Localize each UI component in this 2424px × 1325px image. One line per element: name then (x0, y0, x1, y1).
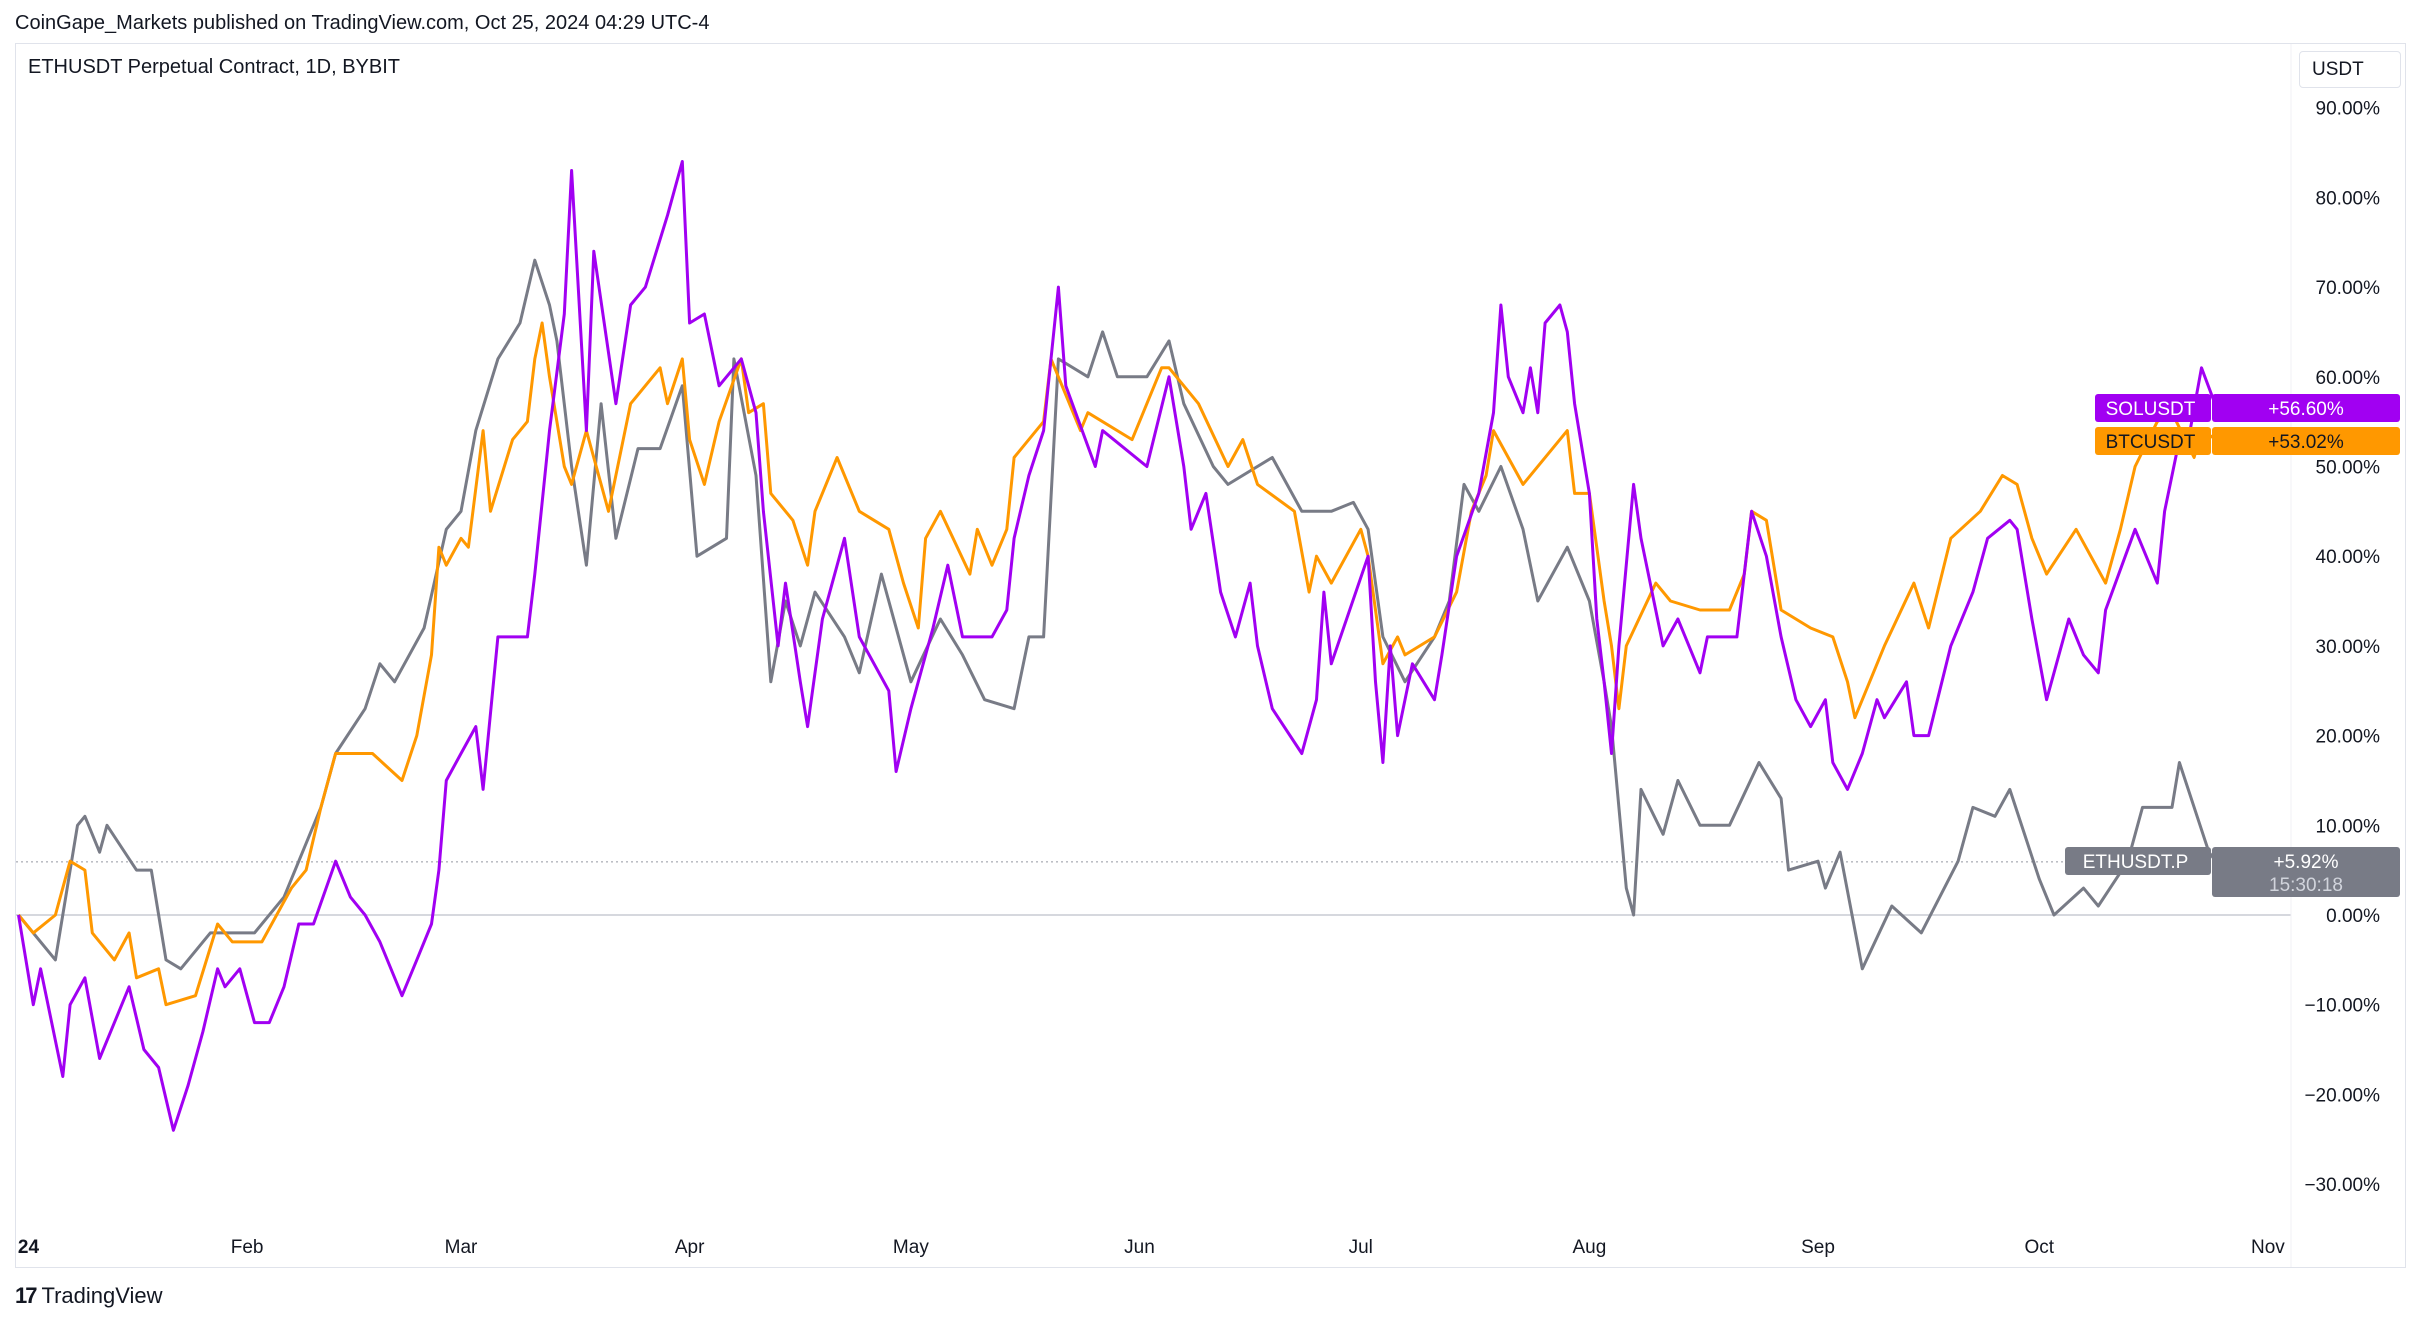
chart-title: ETHUSDT Perpetual Contract, 1D, BYBIT (28, 56, 400, 78)
x-tick-label: 24 (18, 1237, 40, 1258)
y-tick-label: 30.00% (2316, 637, 2381, 658)
y-tick-label: −30.00% (2304, 1175, 2380, 1196)
series-name-label-ethusdt-p: ETHUSDT.P (2083, 852, 2189, 873)
y-tick-label: 60.00% (2316, 368, 2381, 389)
series-value-label-ethusdt-p: +5.92% (2274, 852, 2339, 873)
x-tick-label: Mar (445, 1237, 478, 1258)
x-tick-label: Sep (1801, 1237, 1835, 1258)
series-value-label-btcusdt: +53.02% (2268, 432, 2344, 453)
series-name-label-solusdt: SOLUSDT (2106, 399, 2196, 420)
y-tick-label: 10.00% (2316, 816, 2381, 837)
series-name-badge-btcusdt (2095, 427, 2211, 455)
x-tick-label: Jul (1349, 1237, 1373, 1258)
x-tick-label: Oct (2024, 1237, 2054, 1258)
y-tick-label: 90.00% (2316, 99, 2381, 120)
series-value-badge-btcusdt (2212, 427, 2400, 455)
y-tick-label: −20.00% (2304, 1085, 2380, 1106)
series-value-badge-solusdt (2212, 394, 2400, 422)
y-tick-label: 50.00% (2316, 458, 2381, 479)
y-tick-label: 70.00% (2316, 278, 2381, 299)
series-line-btcusdt[interactable] (17, 321, 2218, 1007)
y-tick-label: 40.00% (2316, 547, 2381, 568)
chart-frame (15, 43, 2406, 1268)
y-tick-label: 0.00% (2326, 906, 2380, 927)
series-name-label-btcusdt: BTCUSDT (2106, 432, 2196, 453)
series-name-badge-solusdt (2095, 394, 2211, 422)
tradingview-logo[interactable]: 17 TradingView (15, 1283, 163, 1309)
tradingview-logo-text: TradingView (41, 1283, 163, 1308)
x-tick-label: Jun (1124, 1237, 1155, 1258)
y-tick-label: −10.00% (2304, 996, 2380, 1017)
tradingview-logo-icon: 17 (15, 1283, 38, 1308)
x-tick-label: Nov (2251, 1237, 2285, 1258)
bar-countdown: 15:30:18 (2269, 875, 2343, 896)
series-line-ethusdt.p[interactable] (17, 258, 2218, 971)
y-tick-label: 20.00% (2316, 727, 2381, 748)
x-tick-label: Apr (675, 1237, 705, 1258)
x-tick-label: Feb (231, 1237, 264, 1258)
x-tick-label: May (893, 1237, 929, 1258)
series-value-label-solusdt: +56.60% (2268, 399, 2344, 420)
publisher-caption: CoinGape_Markets published on TradingVie… (15, 12, 710, 34)
series-line-solusdt[interactable] (17, 160, 2218, 1132)
x-tick-label: Aug (1572, 1237, 1606, 1258)
series-value-badge-ethusdt-p (2212, 847, 2400, 897)
y-tick-label: 80.00% (2316, 188, 2381, 209)
currency-button[interactable]: USDT (2299, 51, 2401, 88)
series-name-badge-ethusdt-p (2065, 847, 2211, 875)
